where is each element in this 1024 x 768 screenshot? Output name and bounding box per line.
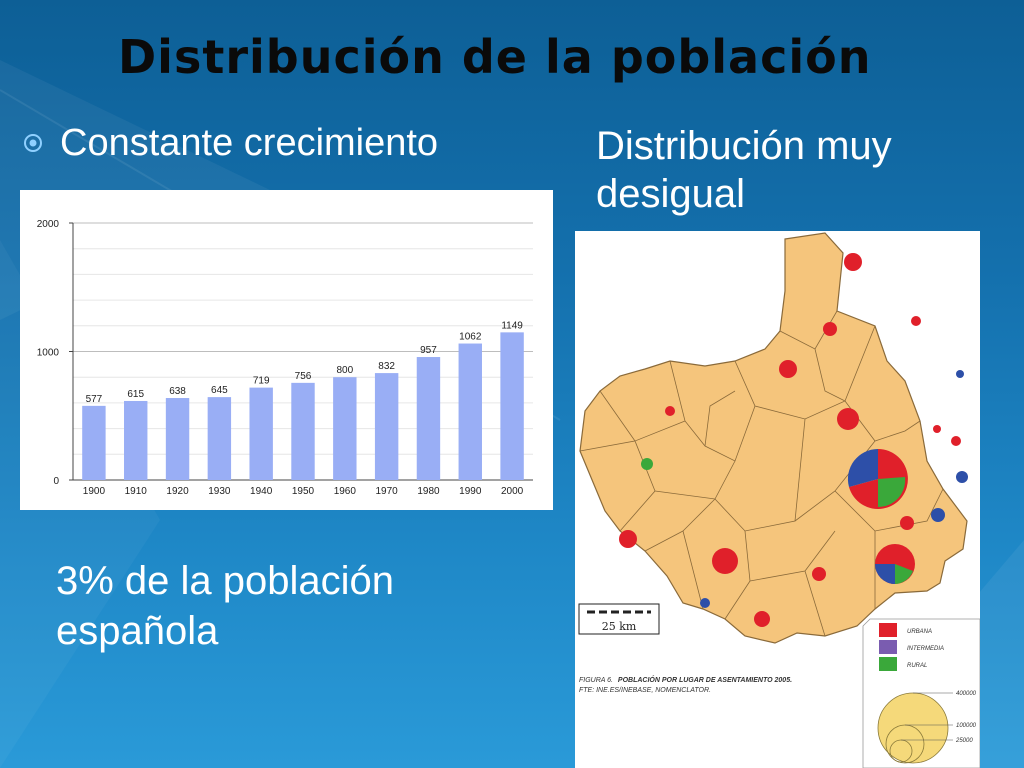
right-heading: Distribución muy desigual (596, 124, 892, 216)
bar (416, 357, 441, 480)
bar-value-label: 756 (295, 371, 312, 382)
circle-bullet-icon (24, 134, 42, 152)
bar-value-label: 719 (253, 376, 270, 387)
pie-symbol (779, 360, 797, 378)
x-tick-label: 1930 (208, 486, 231, 497)
bar-value-label: 577 (86, 394, 103, 405)
legend-circle-large (877, 692, 949, 764)
x-tick-label: 1940 (250, 486, 273, 497)
pie-symbol (812, 567, 826, 581)
pie-symbol (823, 322, 837, 336)
bar (374, 373, 399, 480)
pie-symbol (837, 408, 859, 430)
caption-title: POBLACIÓN POR LUGAR DE ASENTAMIENTO 2005… (618, 675, 792, 684)
pie-symbol (844, 253, 862, 271)
bar-value-label: 638 (169, 386, 186, 397)
y-tick-label: 1000 (37, 348, 60, 359)
bar (124, 400, 148, 480)
bar-value-label: 832 (378, 361, 395, 372)
pie-symbol (665, 406, 675, 416)
y-tick-label: 2000 (37, 219, 60, 230)
figure-caption: FIGURA 6. POBLACIÓN POR LUGAR DE ASENTAM… (579, 675, 792, 684)
map-legend: URBANA INTERMEDIA RURAL 400000 100000 25… (862, 618, 980, 768)
scale-label: 25 km (602, 620, 637, 633)
bar (333, 377, 357, 480)
legend-size-large: 400000 (956, 691, 977, 697)
bar (291, 382, 315, 480)
bar-value-label: 1149 (501, 320, 523, 331)
legend-label-urban: URBANA (907, 629, 932, 635)
pie-symbol (900, 516, 914, 530)
legend-size-medium: 100000 (956, 723, 977, 729)
x-tick-label: 1910 (125, 486, 148, 497)
legend-swatch-intermediate (879, 640, 897, 654)
scale-bar: 25 km (578, 603, 660, 635)
x-tick-label: 1990 (459, 486, 482, 497)
pie-symbol (619, 530, 637, 548)
x-tick-label: 1980 (417, 486, 440, 497)
pie-symbol (754, 611, 770, 627)
bullet-item: Constante crecimiento (22, 118, 438, 168)
pie-symbol (956, 370, 964, 378)
pie-symbol-medium (875, 544, 915, 584)
pie-symbol (933, 425, 941, 433)
legend-label-intermediate: INTERMEDIA (907, 646, 944, 652)
y-tick-label: 0 (53, 476, 59, 487)
bar-value-label: 615 (127, 389, 144, 400)
population-map-figure: 25 km FIGURA 6. POBLACIÓN POR LUGAR DE A… (575, 231, 980, 768)
x-tick-label: 1900 (83, 486, 106, 497)
x-tick-label: 2000 (501, 486, 524, 497)
bar (249, 387, 273, 480)
pie-symbol (911, 316, 921, 326)
x-tick-label: 1950 (292, 486, 315, 497)
x-tick-label: 1920 (166, 486, 189, 497)
bar (165, 398, 190, 480)
population-bar-chart: 0 1000 2000 577 1900 615 1910 638 1920 645 1930 719… (20, 190, 553, 510)
bar (207, 397, 232, 480)
legend-label-rural: RURAL (907, 663, 927, 669)
settlement-symbols (619, 253, 968, 627)
region-land (579, 232, 968, 644)
caption-source: FTE: INE.ES/INEBASE, NOMENCLATOR. (579, 687, 711, 694)
bar (500, 332, 524, 480)
pie-symbol (700, 598, 710, 608)
bar-value-label: 957 (420, 345, 437, 356)
x-tick-label: 1970 (376, 486, 399, 497)
legend-swatch-rural (879, 657, 897, 671)
pie-symbol (951, 436, 961, 446)
bullet-text: Constante crecimiento (60, 121, 439, 164)
bar-value-label: 645 (211, 385, 228, 396)
pie-symbol (931, 508, 945, 522)
slide-title: Distribución de la población (118, 30, 872, 84)
bar (82, 405, 106, 480)
legend-size-small: 25000 (955, 738, 973, 744)
pie-symbol (956, 471, 968, 483)
bar (458, 343, 482, 480)
x-tick-label: 1960 (334, 486, 357, 497)
pie-symbol-large (847, 448, 908, 509)
bar-value-label: 1062 (459, 332, 482, 343)
bottom-text: 3% de la población española (56, 559, 395, 653)
map-svg: 25 km FIGURA 6. POBLACIÓN POR LUGAR DE A… (578, 232, 980, 768)
legend-swatch-urban (879, 623, 897, 637)
caption-prefix: FIGURA 6. (579, 677, 613, 684)
bar-value-label: 800 (336, 365, 353, 376)
pie-symbol (641, 458, 653, 470)
chart-svg: 0 1000 2000 577 1900 615 1910 638 1920 645 1930 719… (37, 219, 533, 497)
pie-symbol (712, 548, 738, 574)
